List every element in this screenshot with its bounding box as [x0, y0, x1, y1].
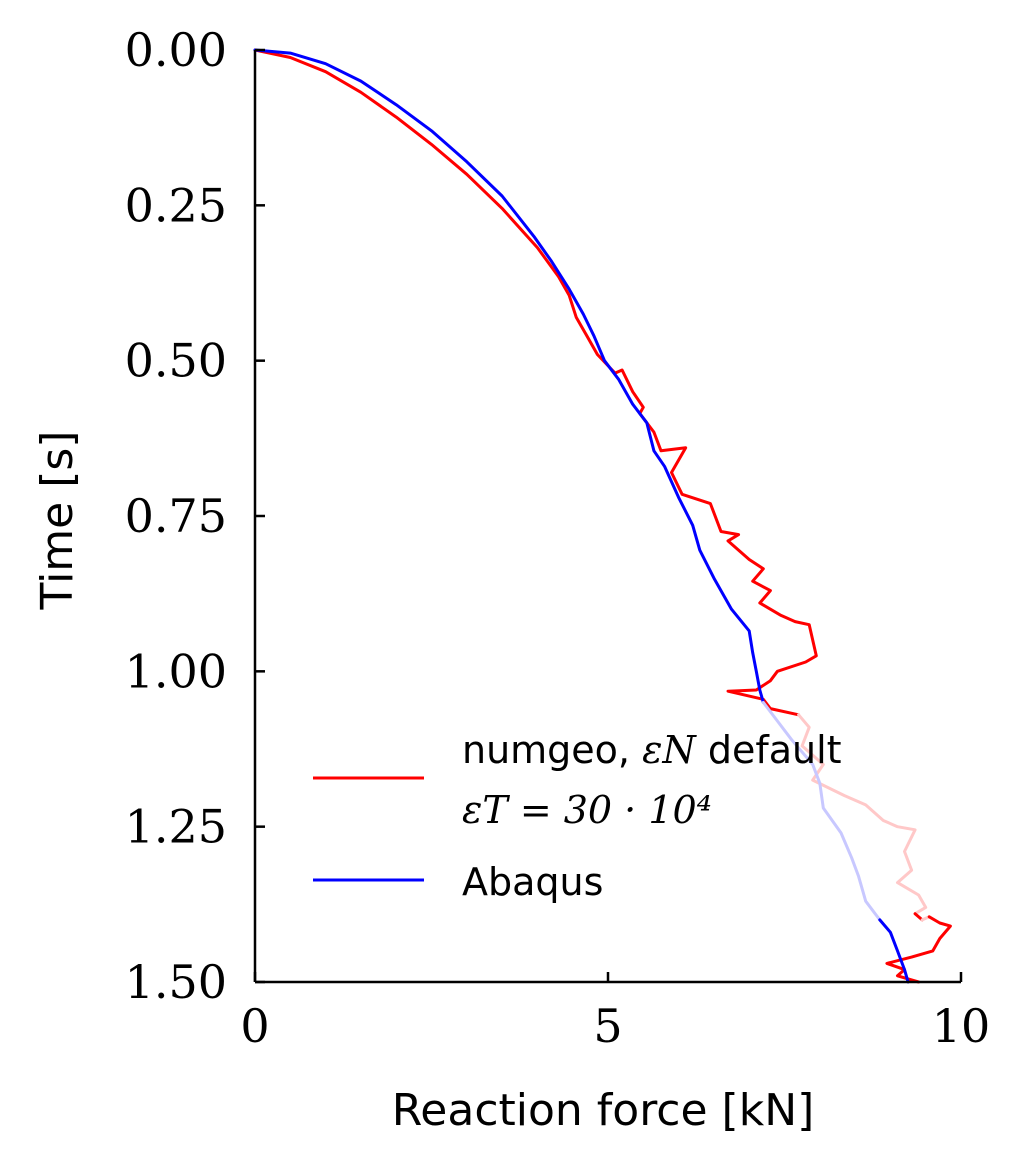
legend-label-numgeo-line1: numgeo, εN default: [462, 728, 842, 772]
abaqus-series-line: [253, 48, 765, 704]
legend-label-numgeo-line2: εT = 30 · 10⁴: [462, 788, 712, 832]
series-layer: [253, 48, 952, 984]
legend-label-abaqus: Abaqus: [462, 860, 603, 904]
abaqus-series-line: [878, 918, 910, 984]
legend-numgeo-default: default: [696, 728, 842, 772]
y-tick-label: 0.75: [125, 489, 227, 543]
legend: numgeo, εN default εT = 30 · 10⁴ Abaqus: [313, 728, 842, 904]
x-axis-label: Reaction force [kN]: [392, 1085, 815, 1136]
numgeo-series-line-faded: [797, 713, 928, 916]
y-tick-label: 0.00: [125, 23, 227, 77]
x-ticks: 0 5 10: [240, 972, 990, 1053]
y-axis-label: Time [s]: [32, 431, 83, 611]
y-tick-label: 0.50: [125, 334, 227, 388]
numgeo-series-line: [885, 915, 952, 984]
x-tick-label: 10: [932, 999, 991, 1053]
y-tick-label: 1.00: [125, 644, 227, 698]
y-ticks: 0.00 0.25 0.50 0.75 1.00 1.25 1.50: [125, 23, 265, 1009]
legend-numgeo-eps-n: εN: [642, 728, 697, 772]
numgeo-series-line: [253, 48, 818, 717]
y-tick-label: 1.25: [125, 800, 227, 854]
abaqus-series-line-faded: [761, 700, 882, 922]
y-tick-label: 1.50: [125, 955, 227, 1009]
y-tick-label: 0.25: [125, 178, 227, 232]
numgeo-series-line: [913, 912, 924, 922]
plot-area: 0 5 10 0.00 0.25 0.50 0.75 1.00 1.25 1.50: [125, 23, 991, 1053]
x-tick-label: 0: [240, 999, 269, 1053]
x-tick-label: 5: [593, 999, 622, 1053]
legend-numgeo-text: numgeo,: [462, 728, 642, 772]
